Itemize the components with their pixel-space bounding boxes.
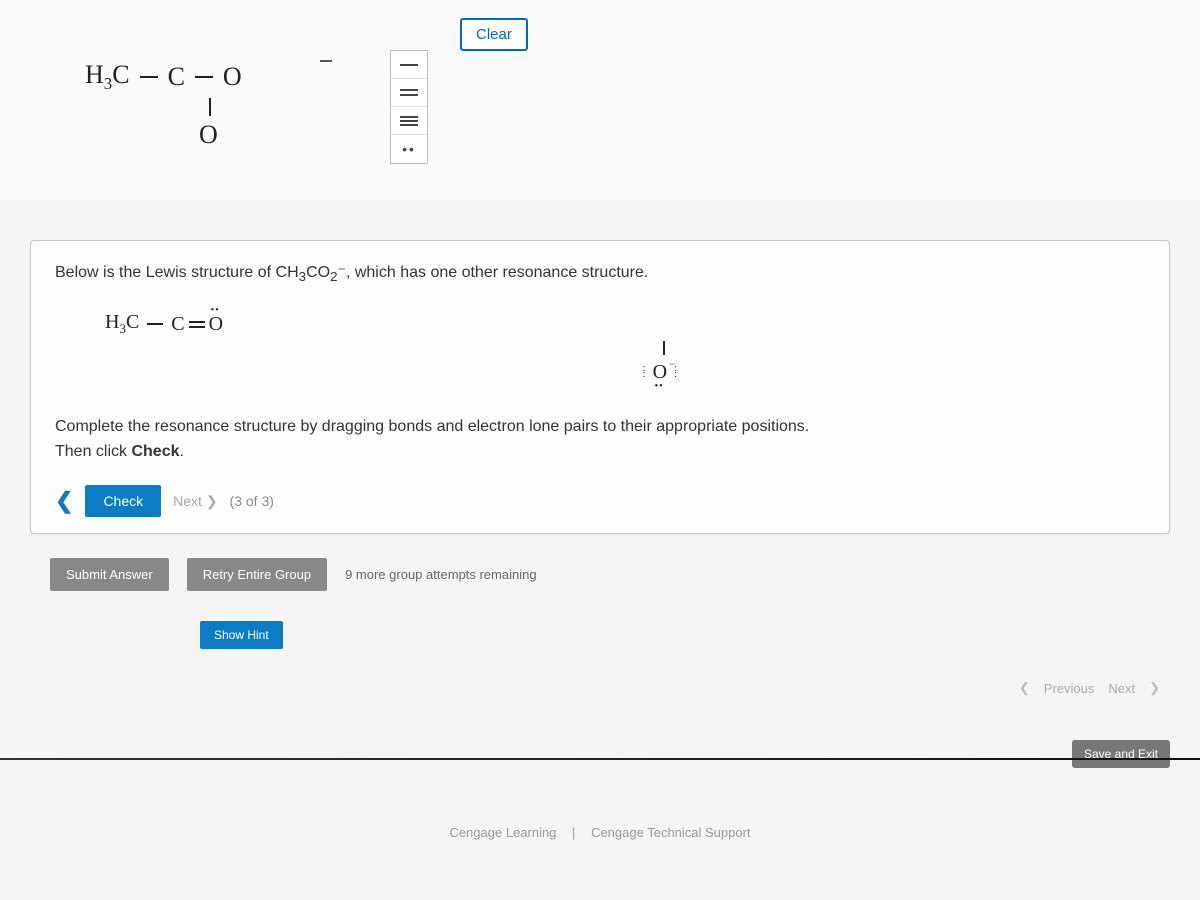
bond-double-icon: [189, 321, 205, 328]
footer: Cengage Learning | Cengage Technical Sup…: [0, 825, 1200, 840]
bond-vertical-icon: [663, 341, 665, 355]
bond-single-icon[interactable]: [140, 76, 158, 78]
submit-answer-button[interactable]: Submit Answer: [50, 558, 169, 591]
atom-h: H3C: [85, 60, 130, 94]
tool-triple-bond[interactable]: [391, 107, 427, 135]
chevron-right-icon: ❯: [206, 493, 218, 509]
divider: [0, 758, 1200, 760]
next-link[interactable]: Next: [1108, 681, 1135, 696]
save-and-exit-button[interactable]: Save and Exit: [1072, 740, 1170, 768]
prev-step-icon[interactable]: ❮: [55, 488, 73, 514]
previous-link[interactable]: Previous: [1044, 681, 1095, 696]
attempts-remaining: 9 more group attempts remaining: [345, 567, 536, 582]
tool-single-bond[interactable]: [391, 51, 427, 79]
intro-text: Below is the Lewis structure of CH3CO2⁻,…: [55, 261, 1145, 287]
tool-lone-pair[interactable]: ••: [391, 135, 427, 163]
chevron-right-icon: ❯: [1149, 680, 1160, 696]
check-bar: ❮ Check Next ❯ (3 of 3): [55, 485, 1145, 517]
step-counter: (3 of 3): [230, 493, 274, 509]
given-lewis-structure: H3C C •• O :: O :: •• ⁻: [105, 311, 1145, 384]
chevron-left-icon: ❮: [1019, 680, 1030, 696]
atom-o-branch: O: [175, 120, 242, 150]
clear-button[interactable]: Clear: [460, 18, 528, 51]
user-structure[interactable]: H3C C O O: [85, 60, 242, 150]
bond-palette: ••: [390, 50, 428, 164]
bond-vertical-icon[interactable]: [209, 98, 211, 116]
action-row: Submit Answer Retry Entire Group 9 more …: [50, 558, 1170, 591]
question-panel: Below is the Lewis structure of CH3CO2⁻,…: [30, 240, 1170, 534]
check-button[interactable]: Check: [85, 485, 161, 517]
show-hint-button[interactable]: Show Hint: [200, 621, 283, 649]
footer-brand[interactable]: Cengage Learning: [449, 825, 556, 840]
drawing-area: Clear H3C C O O ••: [0, 0, 1200, 200]
tool-double-bond[interactable]: [391, 79, 427, 107]
instruction-text: Complete the resonance structure by drag…: [55, 414, 1145, 465]
lone-pair-icon: ••: [655, 381, 664, 392]
lone-pair-icon: ::: [674, 366, 677, 378]
lone-pair-icon: ••: [211, 305, 220, 316]
retry-group-button[interactable]: Retry Entire Group: [187, 558, 327, 591]
bond-single-icon: [147, 323, 163, 325]
footer-separator: |: [572, 825, 575, 840]
footer-support-link[interactable]: Cengage Technical Support: [591, 825, 751, 840]
bond-single-icon[interactable]: [195, 76, 213, 78]
page-nav: ❮ Previous Next ❯: [1019, 680, 1160, 696]
lone-pair-icon: ::: [643, 366, 646, 378]
atom-c: C: [168, 62, 185, 92]
next-step-link[interactable]: Next ❯: [173, 493, 217, 510]
charge-minus-icon[interactable]: [320, 60, 332, 62]
atom-o: O: [223, 62, 242, 92]
